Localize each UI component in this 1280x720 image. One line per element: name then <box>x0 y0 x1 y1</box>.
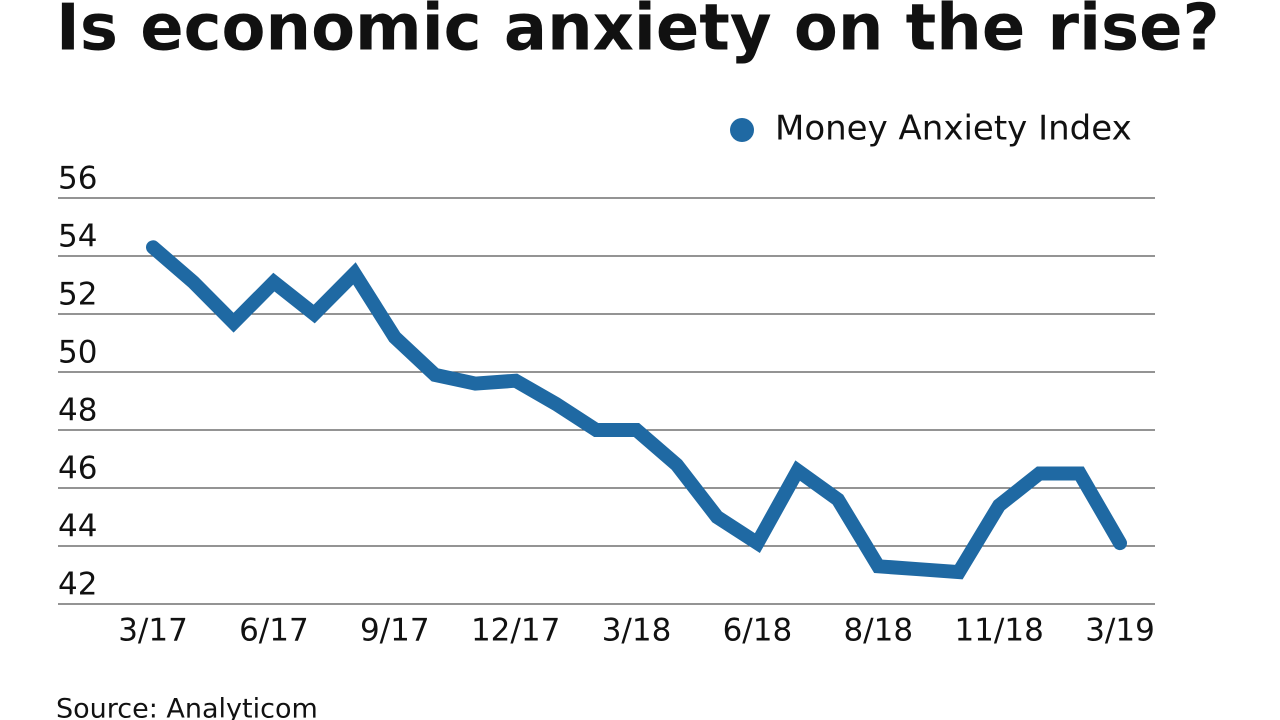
y-tick-label: 42 <box>58 567 97 603</box>
y-tick-label: 48 <box>58 393 97 429</box>
x-tick-label: 6/18 <box>723 613 793 649</box>
x-tick-label: 11/18 <box>954 613 1043 649</box>
y-tick-label: 54 <box>58 219 97 255</box>
x-tick-label: 3/18 <box>602 613 672 649</box>
source: Source: Analyticom <box>56 694 318 720</box>
x-tick-label: 6/17 <box>239 613 309 649</box>
y-tick-label: 46 <box>58 451 97 487</box>
data-line <box>146 240 1127 580</box>
y-tick-label: 56 <box>58 161 97 197</box>
x-tick-label: 3/19 <box>1085 613 1155 649</box>
y-tick-label: 50 <box>58 335 97 371</box>
legend-marker <box>730 118 754 142</box>
y-tick-label: 44 <box>58 509 97 545</box>
chart-title: Is economic anxiety on the rise? <box>56 0 1220 66</box>
y-tick-label: 52 <box>58 277 97 313</box>
x-tick-label: 9/17 <box>360 613 430 649</box>
legend-label: Money Anxiety Index <box>775 109 1132 149</box>
x-tick-label: 12/17 <box>471 613 560 649</box>
x-tick-label: 8/18 <box>843 613 913 649</box>
x-tick-label: 3/17 <box>118 613 188 649</box>
